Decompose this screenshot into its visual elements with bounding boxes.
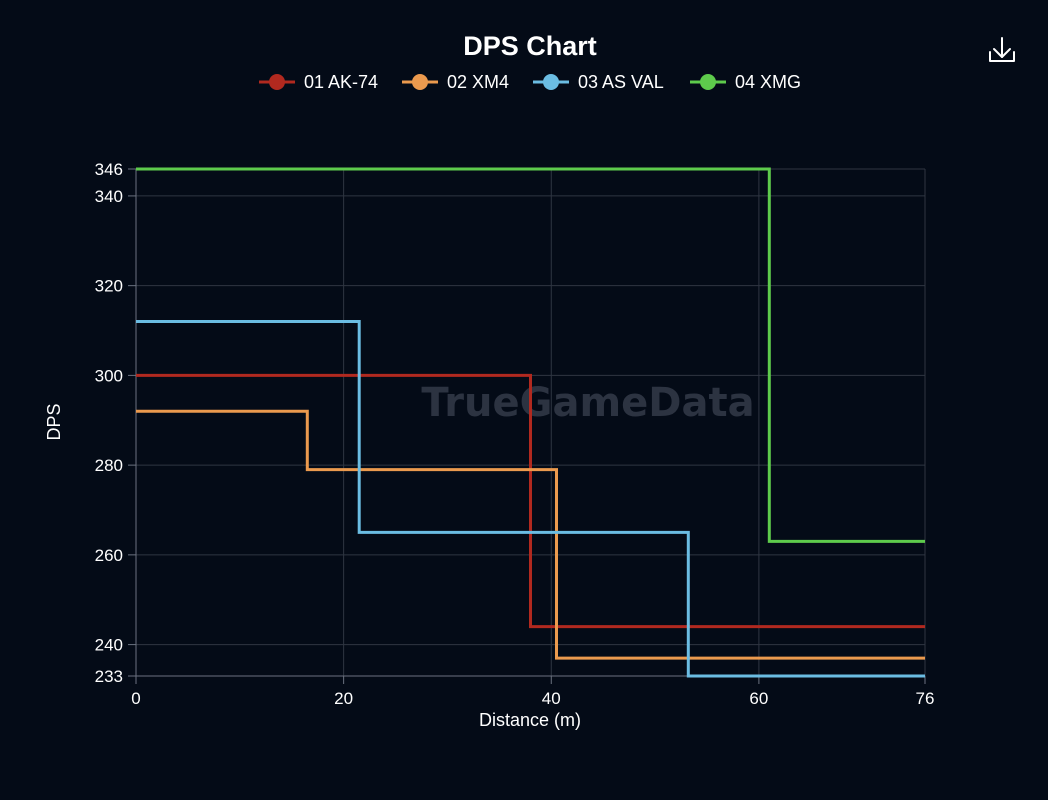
series-line-2 [136, 409, 925, 660]
chart-title: DPS Chart [463, 31, 597, 61]
y-tick-label: 346 [95, 160, 123, 179]
legend-item-4[interactable]: 04 XMG [690, 72, 801, 92]
x-tick-label: 40 [542, 689, 561, 708]
legend-item-1[interactable]: 01 AK-74 [259, 72, 378, 92]
x-axis-ticks: 0 20 40 60 76 [131, 676, 934, 708]
y-tick-label: 260 [95, 546, 123, 565]
legend-marker [269, 74, 285, 90]
x-tick-label: 60 [749, 689, 768, 708]
x-tick-label: 76 [916, 689, 935, 708]
download-icon[interactable] [989, 37, 1015, 62]
y-tick-label: 320 [95, 277, 123, 296]
legend-label: 01 AK-74 [304, 72, 378, 92]
legend-item-3[interactable]: 03 AS VAL [533, 72, 664, 92]
y-tick-label: 300 [95, 366, 123, 385]
y-tick-label: 240 [95, 636, 123, 655]
legend-marker [412, 74, 428, 90]
series-line-4 [136, 167, 925, 543]
download-button[interactable] [989, 37, 1015, 62]
series-line-3 [136, 320, 925, 678]
legend-item-2[interactable]: 02 XM4 [402, 72, 509, 92]
x-tick-label: 20 [334, 689, 353, 708]
legend-label: 02 XM4 [447, 72, 509, 92]
series-line-1 [136, 373, 925, 629]
legend: 01 AK-74 02 XM4 03 AS VAL 04 XMG [259, 72, 801, 92]
y-tick-label: 280 [95, 456, 123, 475]
x-axis-label: Distance (m) [479, 710, 581, 730]
legend-label: 04 XMG [735, 72, 801, 92]
y-axis-ticks: 233 240 260 280 300 320 340 346 [95, 160, 136, 686]
series-lines [136, 167, 925, 678]
legend-marker [700, 74, 716, 90]
y-tick-label: 340 [95, 187, 123, 206]
y-axis-label: DPS [44, 403, 64, 440]
watermark: TrueGameData [421, 380, 754, 426]
legend-label: 03 AS VAL [578, 72, 664, 92]
y-tick-label: 233 [95, 667, 123, 686]
legend-marker [543, 74, 559, 90]
x-tick-label: 0 [131, 689, 140, 708]
